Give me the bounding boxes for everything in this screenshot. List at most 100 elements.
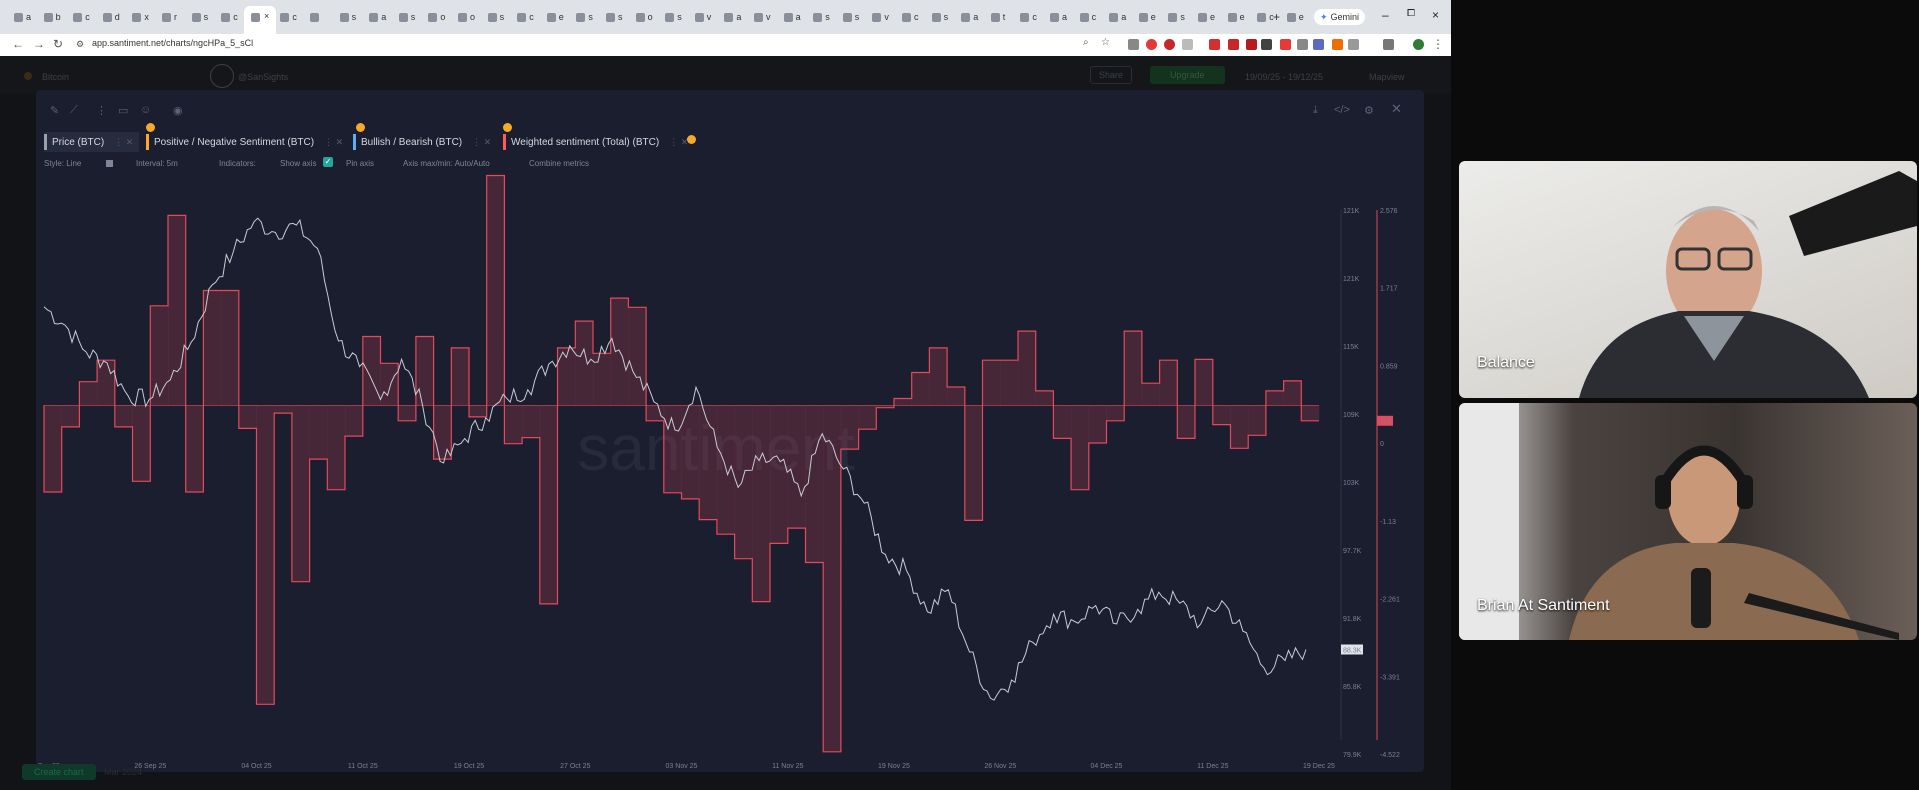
extension-icon[interactable]: [1182, 39, 1193, 50]
browser-tab[interactable]: [310, 9, 322, 25]
upgrade-button[interactable]: Upgrade: [1150, 66, 1225, 84]
browser-tab[interactable]: e: [1198, 9, 1215, 25]
browser-tab[interactable]: s: [606, 9, 623, 25]
reload-icon[interactable]: ↻: [53, 37, 64, 51]
emoji-icon[interactable]: ☺: [140, 104, 152, 116]
mapview-link[interactable]: Mapview: [1369, 72, 1405, 82]
browser-tab[interactable]: o: [635, 9, 653, 25]
menu-dots-icon[interactable]: ⋮: [1432, 37, 1444, 51]
browser-tab[interactable]: a: [1050, 9, 1067, 25]
browser-tab[interactable]: r: [162, 9, 177, 25]
browser-tab[interactable]: a: [724, 9, 741, 25]
extension-icon[interactable]: [1332, 39, 1343, 50]
browser-tab[interactable]: c: [221, 9, 238, 25]
browser-tab[interactable]: e: [1286, 9, 1304, 25]
note-icon[interactable]: ▭: [118, 105, 129, 117]
indicators-select[interactable]: Indicators:: [219, 159, 256, 168]
metric-tab-weighted-sentiment[interactable]: Weighted sentiment (Total) (BTC) ⋮ ✕: [503, 123, 689, 152]
browser-tab[interactable]: c: [902, 9, 919, 25]
browser-tab[interactable]: a: [369, 9, 386, 25]
axis-maxmin-select[interactable]: Axis max/min: Auto/Auto: [403, 159, 490, 168]
browser-tab[interactable]: c: [1020, 9, 1037, 25]
profile-avatar[interactable]: [1413, 39, 1424, 50]
browser-tab[interactable]: c: [280, 9, 297, 25]
browser-tab[interactable]: s: [842, 9, 859, 25]
extension-icon[interactable]: [1228, 39, 1239, 50]
browser-tab[interactable]: c: [1257, 9, 1274, 25]
settings-icon[interactable]: ⚙: [1364, 105, 1374, 117]
extension-icon[interactable]: [1209, 39, 1220, 50]
show-axis-checkbox[interactable]: ✓: [323, 157, 333, 167]
browser-tab[interactable]: b: [43, 9, 61, 25]
bookmark-star-icon[interactable]: ☆: [1101, 37, 1110, 48]
line-icon[interactable]: ⟋: [70, 104, 78, 116]
browser-tab[interactable]: e: [1227, 9, 1245, 25]
add-metric-badge[interactable]: [687, 135, 696, 144]
extension-icon[interactable]: [1261, 39, 1272, 50]
active-tab[interactable]: [244, 6, 276, 34]
extension-icon[interactable]: [1246, 39, 1257, 50]
create-chart-button[interactable]: Create chart: [22, 764, 96, 780]
browser-tab[interactable]: v: [872, 9, 889, 25]
metric-menu-icon[interactable]: ⋮ ✕: [472, 136, 492, 147]
browser-tab[interactable]: a: [783, 9, 801, 25]
browser-tab[interactable]: e: [1138, 9, 1156, 25]
browser-tab[interactable]: [250, 9, 263, 25]
download-icon[interactable]: ⤓: [1313, 104, 1318, 116]
browser-tab[interactable]: s: [487, 9, 504, 25]
browser-tab[interactable]: a: [961, 9, 978, 25]
maximize-button[interactable]: ⧠: [1407, 8, 1415, 19]
extension-icon[interactable]: [1348, 39, 1359, 50]
window-close-button[interactable]: ×: [1432, 8, 1440, 22]
browser-tab[interactable]: c: [517, 9, 534, 25]
metric-menu-icon[interactable]: ⋮ ✕: [669, 136, 689, 147]
metric-menu-icon[interactable]: ⋮ ✕: [324, 136, 344, 147]
style-select[interactable]: Style: Line: [44, 159, 82, 168]
browser-tab[interactable]: v: [754, 9, 771, 25]
browser-tab[interactable]: o: [428, 9, 445, 25]
extension-icon[interactable]: [1128, 39, 1139, 50]
metric-menu-icon[interactable]: ⋮ ✕: [114, 136, 134, 147]
close-icon[interactable]: ✕: [1391, 101, 1402, 116]
browser-tab[interactable]: c: [73, 9, 90, 25]
browser-tab[interactable]: d: [102, 9, 120, 25]
minimize-button[interactable]: –: [1382, 8, 1389, 22]
metric-tab-price[interactable]: Price (BTC) ⋮ ✕: [44, 132, 140, 152]
zoom-icon[interactable]: ⌕: [1083, 37, 1089, 48]
browser-tab[interactable]: x: [132, 9, 149, 25]
browser-tab[interactable]: s: [576, 9, 593, 25]
browser-tab[interactable]: e: [546, 9, 564, 25]
back-icon[interactable]: ←: [12, 37, 24, 51]
gemini-tab[interactable]: ✦ Gemini: [1314, 9, 1366, 25]
extension-icon[interactable]: [1280, 39, 1291, 50]
extension-icon[interactable]: [1297, 39, 1308, 50]
browser-tab[interactable]: s: [339, 9, 356, 25]
site-info-icon[interactable]: ⚙: [76, 39, 85, 49]
share-button[interactable]: Share: [1090, 66, 1133, 84]
pencil-icon[interactable]: ✎: [50, 105, 60, 117]
browser-tab[interactable]: s: [398, 9, 415, 25]
active-tab-close-button[interactable]: ×: [264, 11, 270, 21]
browser-tab[interactable]: s: [931, 9, 948, 25]
embed-icon[interactable]: </>: [1334, 104, 1350, 116]
browser-tab[interactable]: s: [665, 9, 682, 25]
extension-icon[interactable]: [1313, 39, 1324, 50]
eye-icon[interactable]: ◉: [173, 105, 183, 117]
browser-tab[interactable]: c: [1079, 9, 1096, 25]
browser-tab[interactable]: o: [458, 9, 475, 25]
interval-select[interactable]: Interval: 5m: [136, 159, 178, 168]
browser-tab[interactable]: v: [694, 9, 711, 25]
extension-icon[interactable]: [1146, 39, 1157, 50]
date-range[interactable]: 19/09/25 - 19/12/25: [1245, 72, 1324, 82]
browser-tab[interactable]: s: [1168, 9, 1185, 25]
combine-metrics-button[interactable]: Combine metrics: [529, 159, 590, 168]
browser-tab[interactable]: s: [191, 9, 208, 25]
metric-tab-bullish-bearish[interactable]: Bullish / Bearish (BTC) ⋮ ✕: [353, 123, 492, 152]
browser-tab[interactable]: a: [1109, 9, 1126, 25]
pin-axis-toggle[interactable]: Pin axis: [346, 159, 375, 168]
extension-icon[interactable]: [1164, 39, 1175, 50]
vertical-line-icon[interactable]: ⋮: [96, 105, 107, 117]
browser-tab[interactable]: a: [14, 9, 31, 25]
metric-tab-positive-negative[interactable]: Positive / Negative Sentiment (BTC) ⋮ ✕: [146, 123, 344, 152]
